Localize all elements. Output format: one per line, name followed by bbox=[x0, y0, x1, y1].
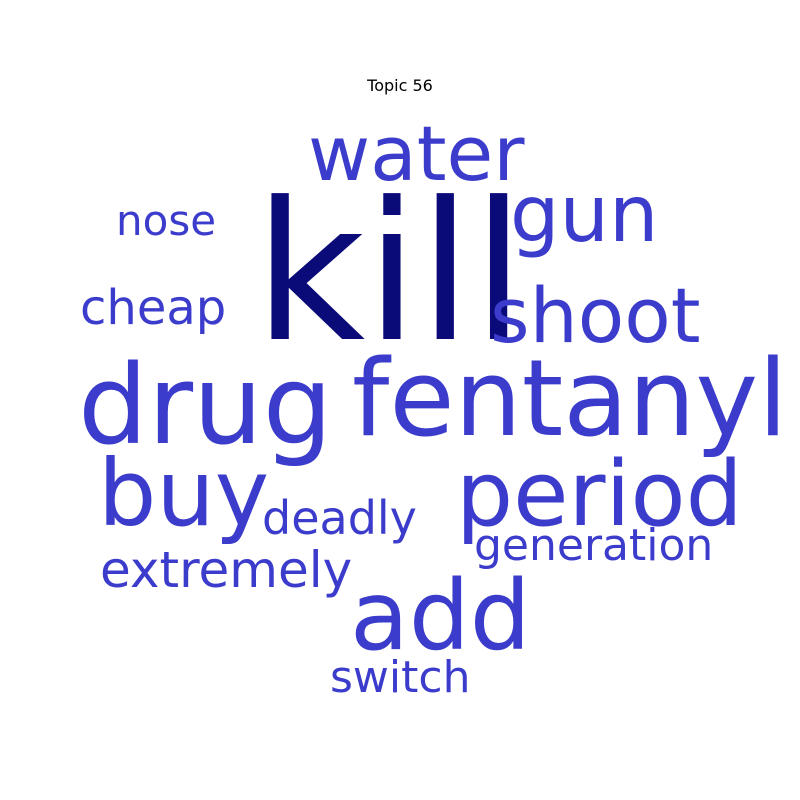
word-generation: generation bbox=[474, 520, 714, 571]
word-switch: switch bbox=[330, 652, 471, 703]
word-deadly: deadly bbox=[262, 491, 417, 545]
word-cheap: cheap bbox=[80, 280, 227, 336]
word-shoot: shoot bbox=[490, 271, 701, 360]
word-drug: drug bbox=[78, 341, 333, 469]
word-extremely: extremely bbox=[100, 541, 353, 599]
word-nose: nose bbox=[116, 196, 217, 245]
word-water: water bbox=[308, 109, 525, 198]
word-fentanyl: fentanyl bbox=[352, 337, 788, 460]
word-kill: kill bbox=[254, 162, 526, 385]
word-add: add bbox=[350, 560, 531, 672]
chart-title: Topic 56 bbox=[367, 76, 433, 95]
word-buy: buy bbox=[98, 440, 270, 547]
word-period: period bbox=[456, 442, 743, 547]
word-gun: gun bbox=[510, 170, 659, 260]
